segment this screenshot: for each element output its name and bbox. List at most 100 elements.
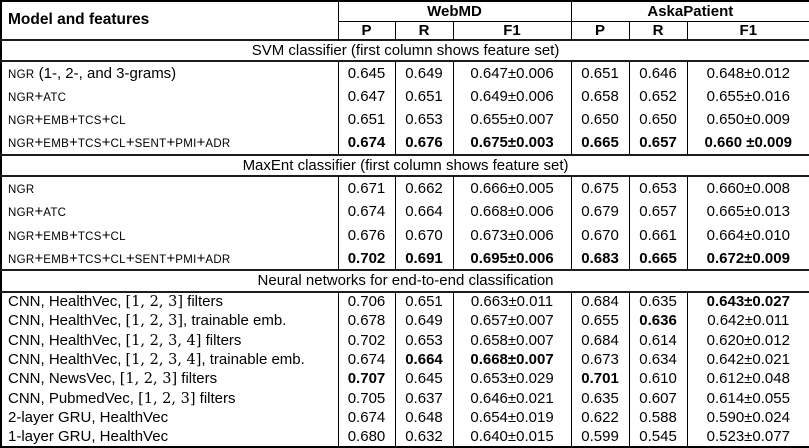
feature-acronym: CL [110,115,126,128]
group-header-askapatient: AskaPatient [570,0,809,22]
value-cell: 0.673±0.006 [452,223,572,247]
feature-acronym: TCS [77,115,102,128]
value-cell: 0.674 [337,199,396,224]
table-body: SVM classifier (first column shows featu… [1,38,809,447]
value-cell: 0.676 [394,131,454,155]
value-cell: 0.662 [394,176,454,200]
value-cell: 0.666±0.005 [452,176,572,200]
value-cell: 0.663±0.011 [452,291,572,312]
value-cell: 0.657±0.007 [452,311,572,331]
value-cell: 0.650±0.009 [686,107,809,132]
col-header-askapatient-p: P [570,20,630,40]
value-cell: 0.648±0.012 [686,60,809,85]
value-cell: 0.675±0.003 [452,131,572,155]
table-row: NGR 0.671 0.662 0.666±0.005 0.675 0.653 0.660±… [1,176,809,200]
feature-acronym: NGR [8,138,35,151]
value-cell: 0.622 [570,408,630,428]
value-cell: 0.706 [337,291,396,312]
feature-acronym: SENT [134,253,167,266]
value-cell: 0.635 [628,291,688,312]
value-cell: 0.660 ±0.009 [686,131,809,155]
value-cell: 0.665±0.013 [686,199,809,224]
value-cell: 0.643±0.027 [686,291,809,312]
table-row: NGR+ATC 0.674 0.664 0.668±0.006 0.679 0.657 0.… [1,199,809,224]
table-row: NGR+EMB+TCS+CL+SENT+PMI+ADR 0.674 0.676 0.6… [1,131,809,155]
model-cell: NGR+EMB+TCS+CL [1,223,339,247]
feature-acronym: EMB [43,138,70,151]
feature-acronym: ADR [205,138,231,151]
value-cell: 0.545 [628,427,688,447]
value-cell: 0.664 [394,349,454,370]
model-cell: CNN, NewsVec, [1, 2, 3] filters [1,369,339,389]
feature-acronym: ATC [43,91,67,104]
value-cell: 0.655 [570,311,630,331]
value-cell: 0.655±0.007 [452,107,572,132]
value-cell: 0.634 [628,349,688,370]
section-header-row: MaxEnt classifier (first column shows fe… [1,153,809,178]
col-header-webmd-r: R [394,20,454,40]
value-cell: 0.648 [394,408,454,428]
value-cell: 0.653±0.029 [452,369,572,389]
value-cell: 0.640±0.015 [452,427,572,447]
table-row: 1-layer GRU, HealthVec 0.680 0.632 0.640±0.… [1,427,809,447]
feature-acronym: SENT [134,138,167,151]
model-cell: NGR [1,176,339,200]
value-cell: 0.637 [394,388,454,409]
value-cell: 0.610 [628,369,688,389]
feature-acronym: TCS [77,230,102,243]
table-row: CNN, NewsVec, [1, 2, 3] filters 0.707 0.64… [1,369,809,389]
section-title: MaxEnt classifier (first column shows fe… [1,153,809,178]
value-cell: 0.684 [570,330,630,350]
value-cell: 0.672±0.009 [686,246,809,271]
value-cell: 0.649±0.006 [452,84,572,108]
filter-sizes-math: [1, 2, 3] [119,371,178,388]
group-header-webmd: WebMD [337,0,572,22]
value-cell: 0.588 [628,408,688,428]
col-header-askapatient-f1: F1 [686,20,809,40]
value-cell: 0.674 [337,131,396,155]
value-cell: 0.668±0.006 [452,199,572,224]
value-cell: 0.657 [628,131,688,155]
value-cell: 0.654±0.019 [452,408,572,428]
value-cell: 0.684 [570,291,630,312]
value-cell: 0.653 [394,107,454,132]
value-cell: 0.655±0.016 [686,84,809,108]
value-cell: 0.665 [628,246,688,271]
model-cell: NGR+ATC [1,84,339,108]
value-cell: 0.653 [394,330,454,350]
feature-acronym: CL [110,230,126,243]
value-cell: 0.702 [337,330,396,350]
value-cell: 0.612±0.048 [686,369,809,389]
value-cell: 0.651 [337,107,396,132]
model-cell: CNN, PubmedVec, [1, 2, 3] filters [1,388,339,409]
value-cell: 0.652 [628,84,688,108]
value-cell: 0.707 [337,369,396,389]
feature-acronym: ATC [43,207,67,220]
feature-acronym: EMB [43,253,70,266]
value-cell: 0.674 [337,408,396,428]
value-cell: 0.653 [628,176,688,200]
filter-sizes-math: [1, 2, 3] [125,294,183,311]
value-cell: 0.670 [570,223,630,247]
filter-sizes-math: [1, 2, 3, 4] [125,352,202,369]
value-cell: 0.657 [628,199,688,224]
feature-acronym: NGR [8,207,35,220]
model-cell: 1-layer GRU, HealthVec [1,427,339,447]
value-cell: 0.678 [337,311,396,331]
value-cell: 0.651 [394,291,454,312]
feature-acronym: EMB [43,230,70,243]
filter-sizes-math: [1, 2, 3] [125,313,183,330]
value-cell: 0.649 [394,60,454,85]
feature-acronym: TCS [77,253,102,266]
value-cell: 0.664 [394,199,454,224]
feature-acronym: NGR [8,115,35,128]
model-features-header: Model and features [0,0,339,40]
table-row: NGR+EMB+TCS+CL 0.651 0.653 0.655±0.007 0.650… [1,107,809,132]
model-cell: NGR+ATC [1,199,339,224]
value-cell: 0.645 [394,369,454,389]
value-cell: 0.642±0.021 [686,349,809,370]
value-cell: 0.660±0.008 [686,176,809,200]
feature-acronym: ADR [205,253,231,266]
table-row: CNN, PubmedVec, [1, 2, 3] filters 0.705 0.… [1,388,809,409]
